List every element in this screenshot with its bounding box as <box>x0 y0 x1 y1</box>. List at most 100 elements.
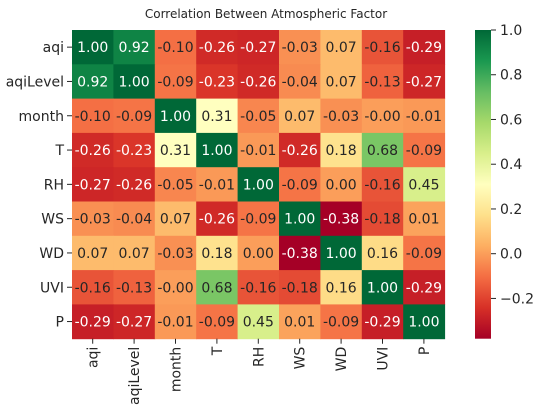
heatmap-cell-aqiLevel-month <box>154 64 197 100</box>
cell-value-label: 0.92 <box>119 40 150 56</box>
heatmap-cell-P-T <box>196 304 239 340</box>
heatmap-cell-aqiLevel-aqi <box>72 64 114 100</box>
cell-value-label: -0.00 <box>157 280 193 296</box>
cell-value-label: 0.68 <box>201 280 232 296</box>
heatmap-cell-WD-aqi <box>72 235 114 271</box>
cell-value-label: 0.18 <box>326 143 357 159</box>
heatmap-cell-aqi-RH <box>237 30 280 65</box>
heatmap-cell-aqiLevel-P <box>403 64 446 100</box>
cell-value-label: -0.29 <box>406 280 442 296</box>
heatmap-cell-UVI-UVI <box>361 270 404 305</box>
heatmap-cell-month-aqiLevel <box>113 98 156 134</box>
heatmap-cell-WS-T <box>196 201 239 237</box>
cell-value-label: -0.09 <box>406 143 442 159</box>
cell-value-label: -0.09 <box>116 109 152 125</box>
heatmap-cell-RH-WS <box>279 167 321 202</box>
cell-value-label: 0.07 <box>326 74 357 90</box>
cell-value-label: -0.29 <box>75 315 111 331</box>
heatmap-cell-WD-RH <box>237 235 280 271</box>
cell-value-label: -0.27 <box>75 177 111 193</box>
heatmap-cell-UVI-P <box>403 270 446 305</box>
heatmap-cell-labels: 1.00 0.92 -0.10 -0.26 -0.27 -0.03 0.07 -0.16 -0.… <box>75 40 442 330</box>
cell-value-label: 1.00 <box>77 40 108 56</box>
heatmap-cells <box>72 30 446 340</box>
heatmap-cell-aqi-UVI <box>361 30 404 65</box>
x-tick-label: aqiLevel <box>127 347 143 405</box>
x-tick-label: RH <box>251 347 267 367</box>
cell-value-label: -0.01 <box>199 177 235 193</box>
heatmap-cell-WD-WS <box>279 235 321 271</box>
heatmap-cell-month-T <box>196 98 239 134</box>
colorbar: 1.0 0.8 0.6 0.4 0.2 0.0 −0.2 <box>475 23 534 339</box>
cell-value-label: -0.09 <box>240 212 276 228</box>
cell-value-label: -0.29 <box>364 315 400 331</box>
heatmap-cell-RH-aqi <box>72 167 114 202</box>
cell-value-label: 0.01 <box>408 212 439 228</box>
cell-value-label: -0.38 <box>323 212 359 228</box>
cell-value-label: -0.01 <box>406 109 442 125</box>
cell-value-label: -0.03 <box>75 212 111 228</box>
x-axis: aqi aqiLevel month T RH WS WD UVI P <box>86 338 433 405</box>
cell-value-label: -0.09 <box>282 177 318 193</box>
y-tick-label: WD <box>39 246 64 262</box>
heatmap-cell-RH-P <box>403 167 446 202</box>
x-tick-label: WD <box>334 347 350 372</box>
cell-value-label: 0.00 <box>326 177 357 193</box>
colorbar-tick-label: 1.0 <box>500 23 522 39</box>
cell-value-label: -0.03 <box>323 109 359 125</box>
heatmap-cell-aqi-aqiLevel <box>113 30 156 65</box>
heatmap-cell-WS-WD <box>320 201 363 237</box>
heatmap-cell-UVI-aqi <box>72 270 114 305</box>
cell-value-label: 0.01 <box>284 315 315 331</box>
heatmap-cell-P-UVI <box>361 304 404 340</box>
cell-value-label: -0.09 <box>406 246 442 262</box>
cell-value-label: 0.92 <box>77 74 108 90</box>
heatmap-cell-aqiLevel-UVI <box>361 64 404 100</box>
cell-value-label: 0.07 <box>77 246 108 262</box>
cell-value-label: -0.27 <box>240 40 276 56</box>
heatmap-cell-WS-RH <box>237 201 280 237</box>
heatmap-cell-P-WS <box>279 304 321 340</box>
cell-value-label: 1.00 <box>243 177 274 193</box>
heatmap-cell-aqiLevel-WD <box>320 64 363 100</box>
cell-value-label: -0.05 <box>240 109 276 125</box>
cell-value-label: -0.26 <box>240 74 276 90</box>
cell-value-label: 1.00 <box>326 246 357 262</box>
chart-title: Correlation Between Atmospheric Factor <box>145 7 387 21</box>
cell-value-label: -0.01 <box>157 315 193 331</box>
cell-value-label: 0.31 <box>160 143 191 159</box>
colorbar-tick-label: 0.6 <box>500 112 522 128</box>
cell-value-label: 0.07 <box>119 246 150 262</box>
heatmap-cell-UVI-RH <box>237 270 280 305</box>
cell-value-label: -0.09 <box>199 315 235 331</box>
cell-value-label: -0.27 <box>116 315 152 331</box>
cell-value-label: -0.18 <box>364 212 400 228</box>
heatmap-cell-WS-P <box>403 201 446 237</box>
cell-value-label: 0.07 <box>284 109 315 125</box>
heatmap-cell-T-UVI <box>361 132 404 168</box>
cell-value-label: -0.03 <box>157 246 193 262</box>
heatmap-cell-month-month <box>154 98 197 134</box>
heatmap-cell-month-UVI <box>361 98 404 134</box>
cell-value-label: -0.13 <box>364 74 400 90</box>
heatmap-cell-month-WS <box>279 98 321 134</box>
cell-value-label: 1.00 <box>201 143 232 159</box>
heatmap-cell-T-aqi <box>72 132 114 168</box>
x-tick-label: aqi <box>86 347 102 368</box>
heatmap-cell-P-P <box>403 304 446 340</box>
heatmap-cell-WS-aqiLevel <box>113 201 156 237</box>
cell-value-label: 1.00 <box>408 315 439 331</box>
colorbar-tick-label: 0.2 <box>500 202 522 218</box>
cell-value-label: 0.16 <box>367 246 398 262</box>
heatmap-cell-UVI-WS <box>279 270 321 305</box>
heatmap-cell-UVI-T <box>196 270 239 305</box>
heatmap-cell-P-WD <box>320 304 363 340</box>
cell-value-label: -0.26 <box>116 177 152 193</box>
heatmap-cell-P-month <box>154 304 197 340</box>
colorbar-tick-label: −0.2 <box>500 291 534 307</box>
cell-value-label: 0.18 <box>201 246 232 262</box>
y-tick-label: T <box>54 143 64 159</box>
heatmap-cell-WD-month <box>154 235 197 271</box>
cell-value-label: 1.00 <box>367 280 398 296</box>
cell-value-label: -0.10 <box>75 109 111 125</box>
